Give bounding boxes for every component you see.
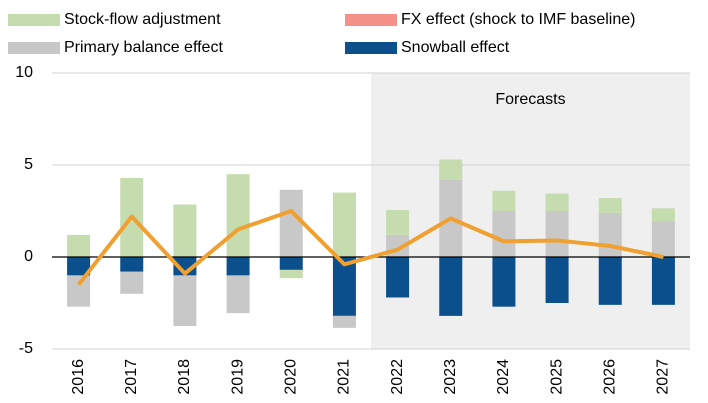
bar — [651, 221, 675, 257]
bar — [545, 257, 569, 303]
bar — [120, 257, 144, 272]
bar — [651, 208, 675, 222]
bar — [492, 257, 516, 307]
x-tick-label: 2027 — [655, 359, 672, 395]
bar — [545, 211, 569, 257]
bar — [67, 234, 91, 257]
bar — [67, 257, 91, 276]
x-tick-label: 2017 — [123, 359, 140, 395]
forecast-region — [371, 73, 690, 349]
bar — [651, 257, 675, 305]
bar — [598, 198, 622, 213]
bar — [67, 275, 91, 307]
x-tick-label: 2020 — [282, 359, 299, 395]
x-tick-label: 2019 — [229, 359, 246, 395]
bar — [492, 190, 516, 211]
bar — [279, 269, 303, 279]
bar — [173, 275, 197, 326]
legend-label: Stock-flow adjustment — [64, 11, 221, 28]
legend-swatch — [345, 14, 397, 26]
bar — [226, 257, 250, 276]
x-tick-label: 2024 — [495, 359, 512, 395]
x-tick-label: 2018 — [176, 359, 193, 395]
legend-label: Snowball effect — [401, 39, 510, 56]
bar — [492, 211, 516, 257]
legend-swatch — [8, 14, 60, 26]
bar — [386, 210, 410, 235]
x-tick-label: 2021 — [336, 359, 353, 395]
line — [77, 209, 664, 286]
bar — [226, 174, 250, 257]
x-tick-label: 2016 — [70, 359, 87, 395]
bar — [279, 189, 303, 257]
bar — [386, 257, 410, 298]
legend-label: Primary balance effect — [64, 39, 223, 56]
bar — [598, 212, 622, 257]
y-tick-label: 10 — [15, 64, 33, 81]
x-tick-label: 2025 — [548, 359, 565, 395]
annotation: Forecasts — [495, 91, 565, 108]
bar — [226, 275, 250, 314]
bar — [332, 315, 356, 328]
legend-label: FX effect (shock to IMF baseline) — [401, 11, 635, 28]
bar — [598, 257, 622, 305]
bar — [279, 257, 303, 270]
bar — [332, 192, 356, 257]
bar — [173, 204, 197, 257]
x-tick-label: 2026 — [601, 359, 618, 395]
legend-swatch — [8, 42, 60, 54]
x-tick-label: 2022 — [389, 359, 406, 395]
bar — [439, 257, 463, 316]
y-tick-label: 0 — [24, 248, 33, 265]
x-tick-label: 2023 — [442, 359, 459, 395]
y-tick-label: -5 — [19, 340, 33, 357]
bar — [545, 193, 569, 211]
bar — [120, 271, 144, 294]
bar — [332, 257, 356, 316]
bar — [439, 159, 463, 180]
y-tick-label: 5 — [24, 156, 33, 173]
legend-swatch — [345, 42, 397, 54]
